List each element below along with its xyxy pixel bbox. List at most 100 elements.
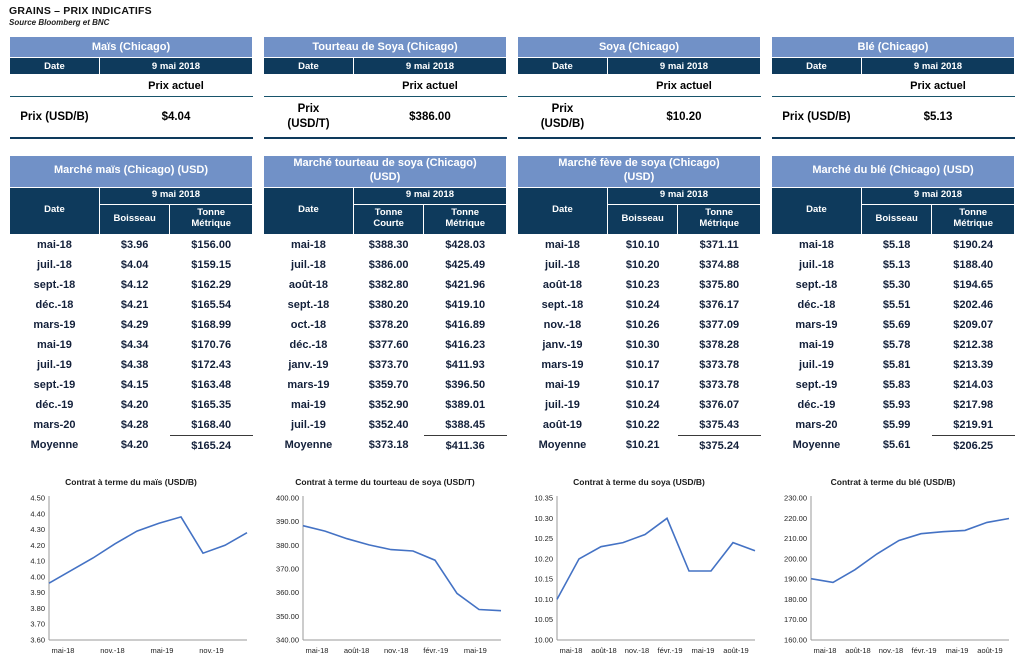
value-cell: $428.03: [445, 238, 486, 251]
value-cell: $378.20: [368, 318, 409, 331]
month-cell: juil.-18: [799, 258, 834, 271]
unit-col-header: Tonne Courte: [352, 203, 425, 235]
table-row: sept.-18 $5.30 $194.65: [772, 275, 1015, 295]
value-cell: $416.89: [445, 318, 486, 331]
date-value-header: 9 mai 2018: [860, 186, 1016, 205]
value-cell: $378.28: [699, 338, 740, 351]
x-tick-label: août-18: [845, 646, 870, 655]
table-row: sept.-19 $5.83 $214.03: [772, 375, 1015, 395]
x-tick-label: nov.-18: [100, 646, 124, 655]
table-row: juil.-18 $10.20 $374.88: [518, 255, 761, 275]
value-cell: $5.81: [882, 358, 911, 371]
value-cell: $10.23: [625, 278, 660, 291]
month-cell: mai-19: [291, 398, 326, 411]
value-cell: $188.40: [953, 258, 994, 271]
prix-actuel-label: Prix actuel: [861, 74, 1015, 97]
value-cell: $373.78: [699, 358, 740, 371]
value-cell: $194.65: [953, 278, 994, 291]
month-cell: déc.-18: [797, 298, 836, 311]
value-cell: $4.38: [120, 358, 149, 371]
value-cell: $170.76: [191, 338, 232, 351]
month-cell: mars-20: [795, 418, 838, 431]
month-cell: janv.-19: [542, 338, 583, 351]
x-tick-label: mai-18: [560, 646, 583, 655]
value-cell: $396.50: [445, 378, 486, 391]
price-value: $4.04: [161, 110, 191, 123]
date-label: Date: [263, 57, 354, 75]
month-cell: juil.-18: [37, 258, 72, 271]
value-cell: $377.09: [699, 318, 740, 331]
chart-soya: Contrat à terme du soya (USD/B) 10.00 10.…: [517, 464, 761, 663]
table-row: juil.-19 $352.40 $388.45: [264, 414, 507, 436]
month-cell: nov.-18: [543, 318, 582, 331]
spot-table-ble: Blé (Chicago) Date 9 mai 2018 Prix actue…: [771, 36, 1016, 139]
value-cell: $4.28: [120, 418, 149, 431]
date-value-header: 9 mai 2018: [606, 186, 762, 205]
y-tick-label: 370.00: [276, 564, 299, 573]
table-row: mai-19 $5.78 $212.38: [772, 335, 1015, 355]
x-tick-label: mai-18: [306, 646, 329, 655]
table-row: déc.-18 $377.60 $416.23: [264, 335, 507, 355]
month-cell: sept.-18: [33, 278, 76, 291]
spot-table-title: Maïs (Chicago): [9, 36, 253, 58]
y-tick-label: 4.30: [30, 525, 45, 534]
month-cell: mai-18: [545, 238, 580, 251]
value-cell: $386.00: [368, 258, 409, 271]
date-value-header: 9 mai 2018: [352, 186, 508, 205]
x-tick-label: mai-19: [692, 646, 715, 655]
y-tick-label: 180.00: [784, 594, 807, 603]
value-cell: $376.07: [699, 398, 740, 411]
table-row: sept.-18 $4.12 $162.29: [10, 275, 253, 295]
date-col-header: Date: [9, 186, 100, 235]
price-value: $10.20: [666, 110, 702, 123]
empty-cell: [771, 74, 862, 97]
y-tick-label: 4.10: [30, 556, 45, 565]
market-table-title: Marché tourteau de soya (Chicago) (USD): [263, 154, 507, 188]
value-cell: $5.83: [882, 378, 911, 391]
value-cell: $388.30: [368, 238, 409, 251]
value-cell: $214.03: [953, 378, 994, 391]
chart-line: [810, 517, 1010, 583]
month-cell: juil.-18: [545, 258, 580, 271]
value-cell: $10.26: [625, 318, 660, 331]
spot-table-mais: Maïs (Chicago) Date 9 mai 2018 Prix actu…: [9, 36, 254, 139]
value-cell: $352.40: [368, 418, 409, 431]
price-unit-label: Prix (USD/B): [782, 110, 851, 123]
value-cell: $156.00: [191, 238, 232, 251]
value-cell: $5.93: [882, 398, 911, 411]
value-cell: $352.90: [368, 398, 409, 411]
y-tick-label: 3.70: [30, 619, 45, 628]
month-cell: déc.-19: [35, 398, 74, 411]
table-row: juil.-18 $4.04 $159.15: [10, 255, 253, 275]
value-cell: $374.88: [699, 258, 740, 271]
month-cell: mai-19: [545, 378, 580, 391]
chart-canvas: 3.60 3.70 3.80 3.90 4.00 4.10 4.20 4.30 4.40 4.50…: [9, 488, 253, 663]
x-tick-label: mai-19: [151, 646, 174, 655]
table-row: mai-19 $352.90 $389.01: [264, 395, 507, 415]
table-row: juil.-19 $10.24 $376.07: [518, 395, 761, 415]
value-cell: $4.34: [120, 338, 149, 351]
value-cell: $4.21: [120, 298, 149, 311]
x-tick-label: août-19: [977, 646, 1002, 655]
value-cell: $359.70: [368, 378, 409, 391]
month-cell: mars-19: [541, 358, 584, 371]
month-cell: juil.-19: [291, 418, 326, 431]
table-row: mars-19 $359.70 $396.50: [264, 375, 507, 395]
x-tick-label: mai-18: [814, 646, 837, 655]
spot-table-tourteau: Tourteau de Soya (Chicago) Date 9 mai 20…: [263, 36, 508, 139]
value-cell: $380.20: [368, 298, 409, 311]
moyenne-row: Moyenne $5.61 $206.25: [772, 435, 1015, 456]
y-tick-label: 10.00: [534, 635, 553, 644]
value-cell: $10.30: [625, 338, 660, 351]
value-cell: $202.46: [953, 298, 994, 311]
value-cell: $219.91: [931, 414, 1015, 436]
y-tick-label: 4.00: [30, 572, 45, 581]
value-cell: $4.15: [120, 378, 149, 391]
moyenne-row: Moyenne $373.18 $411.36: [264, 435, 507, 456]
value-cell: $165.35: [191, 398, 232, 411]
month-cell: déc.-19: [797, 398, 836, 411]
unit-col-header: Tonne Métrique: [169, 203, 253, 235]
moyenne-row: Moyenne $4.20 $165.24: [10, 435, 253, 456]
y-tick-label: 390.00: [276, 517, 299, 526]
month-cell: juil.-19: [545, 398, 580, 411]
